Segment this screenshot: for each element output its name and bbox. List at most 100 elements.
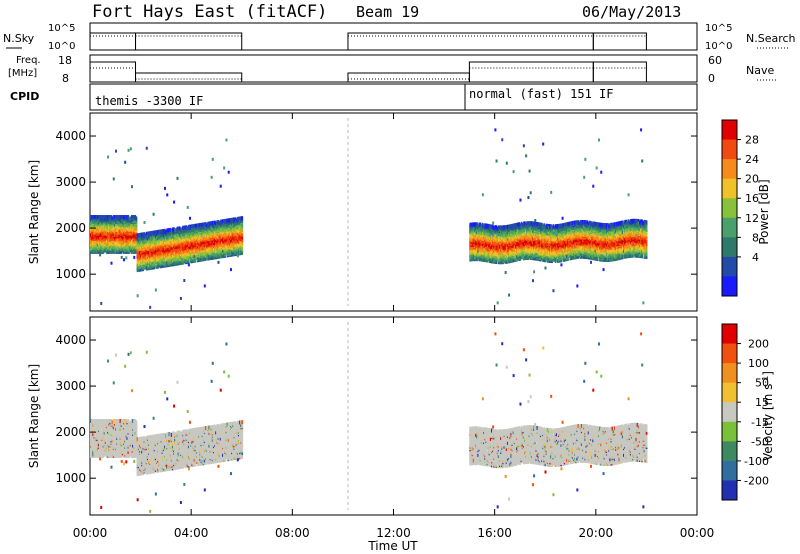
power-cell [201, 243, 204, 248]
power-cell [214, 252, 216, 257]
power-cell [158, 229, 160, 234]
power-cell [168, 234, 171, 239]
power-cell [531, 279, 534, 283]
power-cell [171, 231, 174, 236]
power-cell [150, 234, 153, 239]
power-cell [184, 225, 187, 230]
power-cell [100, 229, 102, 234]
power-cell [130, 234, 133, 239]
power-cell [92, 248, 94, 253]
power-cell [99, 215, 101, 220]
noise-left-tick-low: 10^0 [48, 41, 75, 52]
power-cell [93, 215, 96, 220]
power-cell [216, 231, 219, 236]
power-cell [187, 240, 190, 245]
power-cell [217, 254, 220, 259]
power-cell [176, 256, 179, 261]
power-cell [190, 249, 192, 254]
power-cell [133, 215, 135, 220]
power-cell [97, 215, 100, 220]
power-cell [219, 232, 222, 237]
power-cell [126, 215, 129, 220]
power-cell [202, 222, 205, 227]
power-cell [100, 226, 102, 231]
power-cell [151, 230, 154, 235]
power-cell [193, 248, 196, 253]
power-cell [123, 249, 125, 254]
freq-trace [347, 72, 470, 82]
power-cell [220, 241, 223, 246]
power-cell [201, 222, 204, 227]
power-cell [151, 242, 154, 247]
power-cell [144, 233, 147, 238]
power-cell [92, 215, 94, 220]
power-cell [153, 230, 156, 235]
power-cell [109, 220, 112, 225]
power-cell [126, 243, 129, 248]
power-cell [111, 247, 114, 252]
power-cell [107, 155, 110, 159]
power-cell [102, 249, 105, 254]
power-cell [138, 232, 141, 237]
power-cell [211, 242, 214, 247]
power-cell [132, 249, 134, 254]
power-cell [187, 224, 190, 229]
power-cell [215, 238, 217, 243]
power-cell [208, 231, 211, 236]
noise-right-tick-low: 10^0 [705, 41, 732, 52]
power-cell [183, 225, 186, 230]
power-cell [170, 228, 173, 233]
power-cell [203, 224, 206, 229]
noise-left-tick-high: 10^5 [48, 23, 75, 34]
power-cell [143, 250, 146, 255]
power-cell [112, 231, 115, 236]
power-cell [108, 222, 110, 227]
power-cell [216, 239, 219, 244]
power-cell [100, 301, 103, 305]
power-cell [95, 215, 98, 220]
power-cell [193, 254, 196, 258]
power-cell [102, 225, 105, 230]
power-cell [186, 243, 189, 248]
power-cell [192, 231, 195, 236]
power-cell [153, 265, 156, 270]
power-cell [132, 226, 134, 231]
power-cell [207, 228, 209, 233]
power-cell [156, 235, 158, 240]
power-cell [190, 241, 192, 246]
power-cell [145, 258, 148, 263]
power-cell [111, 234, 114, 239]
power-cell [219, 245, 222, 250]
power-cell [160, 249, 163, 254]
power-cell [157, 229, 159, 234]
power-cell [134, 242, 137, 247]
power-cell [108, 231, 110, 236]
power-cell [158, 243, 160, 248]
power-cell [174, 261, 176, 266]
power-cell [91, 215, 93, 220]
power-cell [103, 230, 106, 235]
power-cell [168, 260, 171, 265]
power-cell [220, 219, 223, 224]
power-cell [90, 231, 92, 236]
noise-traces [89, 32, 647, 50]
power-cell [142, 237, 145, 242]
power-cell [158, 256, 160, 261]
power-cell [107, 235, 109, 240]
power-cell [171, 254, 174, 259]
noise-sky-trace [592, 32, 647, 50]
power-cell [119, 215, 122, 220]
power-cell [179, 257, 182, 262]
power-cell [112, 177, 115, 181]
power-cell [101, 215, 104, 220]
power-cell [123, 230, 125, 235]
freq-traces [89, 61, 647, 82]
power-cell [190, 224, 192, 229]
power-cell [112, 239, 115, 244]
power-cell [512, 170, 515, 174]
power-cell [109, 231, 112, 236]
power-cell [96, 225, 99, 230]
power-cell [204, 245, 207, 250]
power-cell [120, 255, 123, 259]
power-cell [130, 222, 133, 227]
